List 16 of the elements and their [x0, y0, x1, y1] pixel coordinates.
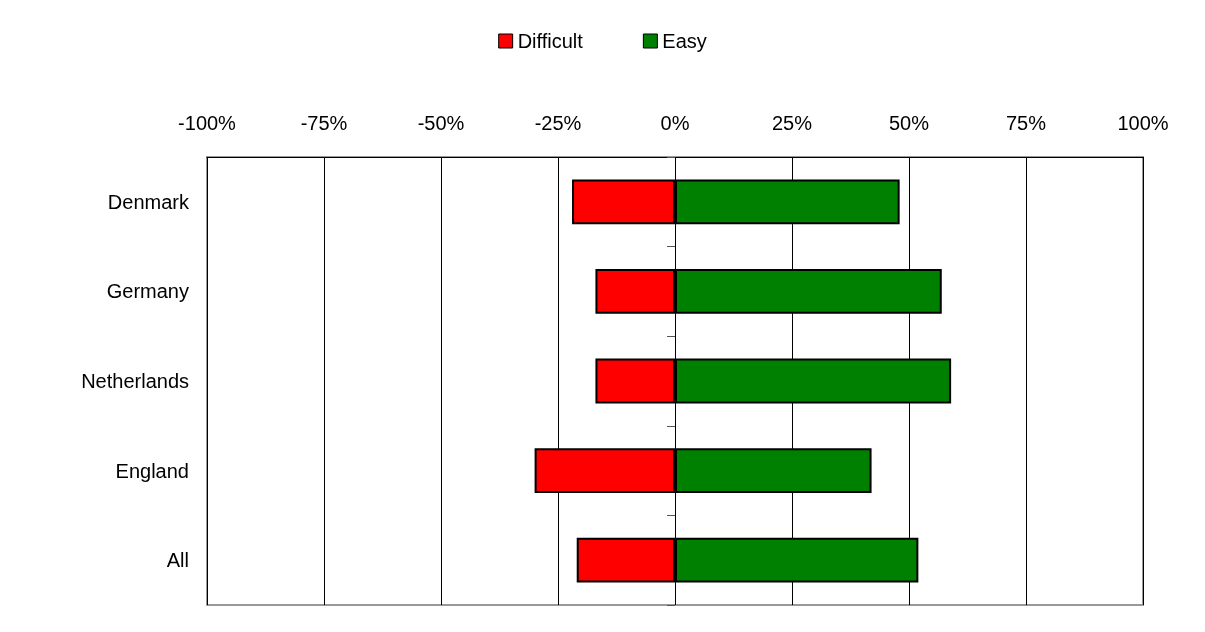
x-tick-label: 75% — [1005, 112, 1047, 134]
x-tick-label: 0% — [660, 112, 690, 134]
x-tick-label: -50% — [417, 112, 465, 134]
y-tick-label: All — [166, 549, 189, 572]
legend-label: Easy — [662, 30, 707, 52]
x-tick-label: 100% — [1117, 112, 1169, 134]
x-tick-label: -75% — [300, 112, 348, 134]
x-tick-label: -100% — [178, 112, 237, 134]
x-tick-label: -25% — [534, 112, 582, 134]
y-tick-label: England — [115, 459, 189, 482]
x-tick-label: 50% — [888, 112, 930, 134]
y-tick-label: Netherlands — [81, 370, 189, 392]
y-tick-label: Germany — [106, 280, 189, 303]
y-tick-label: Denmark — [107, 190, 190, 213]
x-tick-label: 25% — [771, 112, 813, 134]
legend-label: Difficult — [517, 30, 584, 52]
